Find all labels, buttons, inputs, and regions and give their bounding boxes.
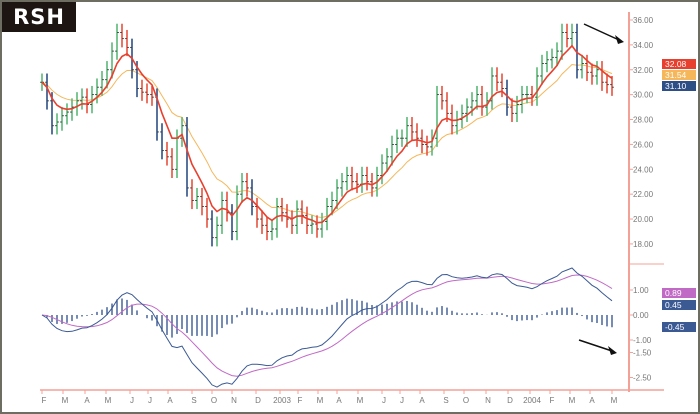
signal-value-label-bg bbox=[662, 288, 696, 298]
y-tick-label: 20.00 bbox=[633, 215, 654, 224]
x-tick-label: D bbox=[507, 396, 513, 405]
x-tick-label: M bbox=[62, 396, 69, 405]
y-tick-label: 32.00 bbox=[633, 66, 654, 75]
macd-line bbox=[41, 267, 613, 388]
x-tick-label: J bbox=[382, 396, 386, 405]
macd-value-label-bg bbox=[662, 300, 696, 310]
y-tick-label: 34.00 bbox=[633, 41, 654, 50]
slow-ma-value-label: 31.54 bbox=[665, 70, 687, 80]
macd-tick-label: -1.50 bbox=[633, 349, 652, 358]
x-tick-label: S bbox=[443, 396, 448, 405]
histogram-value-label-bg bbox=[662, 322, 696, 332]
macd-value-label: 0.45 bbox=[665, 300, 682, 310]
signal-value-label: 0.89 bbox=[665, 288, 682, 298]
x-tick-label: N bbox=[231, 396, 237, 405]
x-tick-label: A bbox=[167, 396, 173, 405]
x-tick-label: J bbox=[148, 396, 152, 405]
macd-tick-label: 1.00 bbox=[633, 286, 649, 295]
macd-arrow-icon-head bbox=[608, 346, 617, 355]
x-tick-label: A bbox=[419, 396, 425, 405]
x-tick-label: M bbox=[317, 396, 324, 405]
y-tick-label: 26.00 bbox=[633, 140, 654, 149]
x-tick-label: J bbox=[400, 396, 404, 405]
x-tick-label: D bbox=[255, 396, 261, 405]
close-value-label: 31.10 bbox=[665, 81, 687, 91]
x-tick-label: O bbox=[463, 396, 469, 405]
y-tick-label: 18.00 bbox=[633, 240, 654, 249]
y-tick-label: 24.00 bbox=[633, 165, 654, 174]
macd-tick-label: -1.00 bbox=[633, 336, 652, 345]
price-arrow-icon-head bbox=[615, 35, 624, 44]
price-arrow-icon bbox=[583, 23, 620, 41]
x-tick-label: M bbox=[569, 396, 576, 405]
y-tick-label: 22.00 bbox=[633, 190, 654, 199]
x-tick-label: N bbox=[485, 396, 491, 405]
x-tick-label: 2004 bbox=[523, 396, 541, 405]
fast-moving-average-line bbox=[41, 44, 613, 224]
fast-ma-value-label-bg bbox=[662, 59, 696, 69]
macd-tick-label: -2.50 bbox=[633, 374, 652, 383]
y-tick-label: 30.00 bbox=[633, 91, 654, 100]
x-tick-label: S bbox=[191, 396, 196, 405]
x-tick-label: A bbox=[589, 396, 595, 405]
x-tick-label: A bbox=[84, 396, 90, 405]
x-tick-label: O bbox=[211, 396, 217, 405]
x-tick-label: M bbox=[105, 396, 112, 405]
y-tick-label: 36.00 bbox=[633, 16, 654, 25]
x-tick-label: 2003 bbox=[273, 396, 291, 405]
histogram-value-label: -0.45 bbox=[665, 322, 685, 332]
x-tick-label: F bbox=[550, 396, 555, 405]
y-tick-label: 28.00 bbox=[633, 116, 654, 125]
x-tick-label: M bbox=[611, 396, 618, 405]
slow-ma-value-label-bg bbox=[662, 70, 696, 80]
x-tick-label: F bbox=[42, 396, 47, 405]
close-value-label-bg bbox=[662, 81, 696, 91]
macd-arrow-icon bbox=[578, 339, 613, 352]
x-tick-label: A bbox=[336, 396, 342, 405]
x-tick-label: F bbox=[298, 396, 303, 405]
signal-line bbox=[41, 274, 613, 377]
x-tick-label: J bbox=[130, 396, 134, 405]
macd-tick-label: 0.00 bbox=[633, 311, 649, 320]
x-tick-label: M bbox=[357, 396, 364, 405]
fast-ma-value-label: 32.08 bbox=[665, 59, 687, 69]
ticker-logo: RSH bbox=[2, 2, 76, 32]
